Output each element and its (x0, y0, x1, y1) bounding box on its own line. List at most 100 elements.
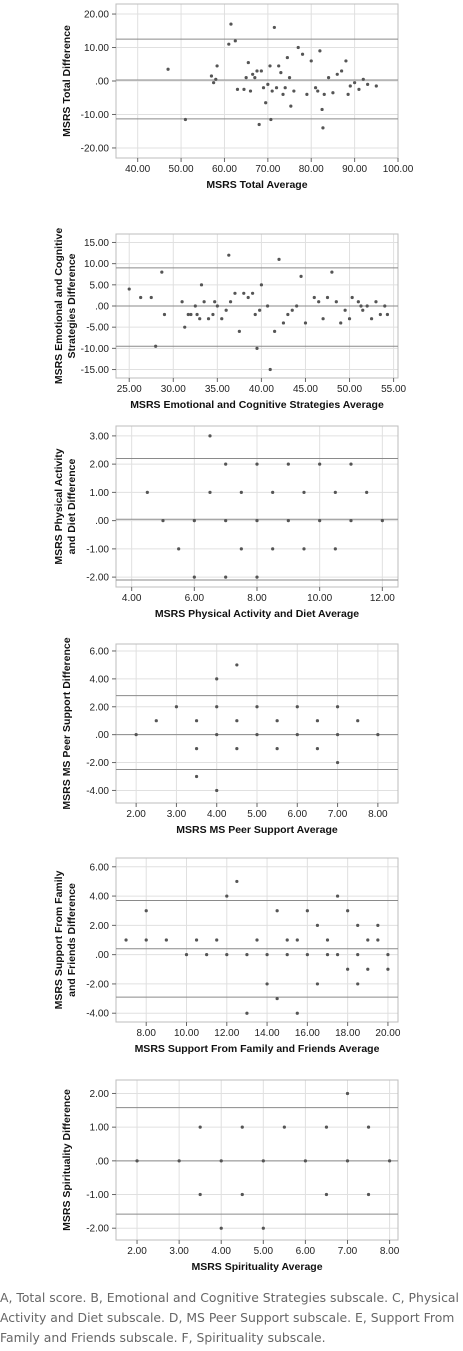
data-point (212, 81, 216, 85)
data-point (215, 304, 219, 308)
data-point (353, 81, 357, 85)
data-point (335, 72, 339, 76)
data-point (265, 304, 270, 308)
bland-altman-charts: 40.00 50.00 60.00 70.00 80.00 90.00 100.00 20.0… (53, 3, 414, 1273)
data-point (180, 300, 184, 304)
caption-line-2: Activity and Diet subscale. D, MS Peer S… (0, 1310, 455, 1325)
data-point (356, 719, 360, 723)
data-point (279, 71, 283, 75)
y-tick-label: -10.00 (81, 110, 110, 121)
data-point (315, 982, 320, 986)
y-tick-label: -4.00 (86, 1009, 109, 1020)
caption-line-3: Family and Friends subscale. F, Spiritua… (0, 1330, 326, 1345)
data-point (227, 253, 231, 257)
x-tick-label: 4.00 (211, 1246, 231, 1257)
data-point (127, 287, 131, 291)
data-point (246, 60, 250, 65)
data-point (225, 894, 229, 898)
x-tick-label: 40.00 (249, 384, 274, 395)
x-axis-title: MSRS Emotional and Cognitive Strategies … (130, 399, 384, 411)
data-point (229, 22, 233, 26)
data-point (283, 86, 287, 90)
x-tick-label: 16.00 (295, 1028, 320, 1039)
data-point (285, 55, 289, 60)
data-point (366, 1192, 371, 1197)
data-point (349, 519, 353, 523)
x-tick-label: 4.00 (122, 593, 142, 604)
x-tick-label: 10.00 (174, 1028, 199, 1039)
data-point (264, 101, 268, 105)
data-point (348, 84, 352, 88)
x-tick-label: 50.00 (169, 164, 194, 175)
x-tick-label: 6.00 (296, 1246, 316, 1257)
data-point (183, 325, 187, 329)
x-axis-title: MSRS Support From Family and Friends Ave… (135, 1043, 380, 1055)
x-tick-label: 25.00 (117, 384, 142, 395)
data-point (235, 747, 239, 751)
data-point (239, 547, 243, 551)
data-point (253, 76, 257, 80)
data-point (215, 677, 219, 681)
data-point (208, 490, 212, 494)
data-point (233, 291, 237, 295)
data-point (346, 967, 350, 971)
data-point (345, 1091, 350, 1096)
data-point (346, 92, 350, 96)
data-point (255, 519, 259, 523)
data-point (242, 87, 246, 91)
data-point (177, 1159, 181, 1163)
data-point (309, 59, 313, 63)
data-point (237, 329, 241, 334)
y-tick-label: -2.00 (86, 1224, 109, 1235)
y-axis-title: and Friends Difference (66, 883, 78, 997)
data-point (285, 938, 289, 942)
data-point (269, 117, 273, 122)
data-point (289, 104, 293, 108)
data-point (272, 25, 276, 30)
data-point (378, 312, 382, 317)
data-point (349, 462, 353, 466)
data-point (325, 938, 330, 942)
y-tick-label: 4.00 (90, 674, 110, 685)
data-point (251, 72, 255, 76)
data-point (344, 59, 348, 63)
data-point (318, 49, 322, 53)
data-point (245, 953, 249, 957)
data-point (253, 312, 257, 317)
data-point (325, 295, 330, 300)
x-tick-label: 2.00 (127, 1246, 147, 1257)
x-axis-title: MSRS MS Peer Support Average (176, 824, 338, 836)
chart-panel: 40.00 50.00 60.00 70.00 80.00 90.00 100.00 20.0… (61, 3, 414, 191)
x-tick-label: 40.00 (125, 164, 150, 175)
data-point (202, 300, 206, 304)
x-tick-label: 3.00 (169, 1246, 189, 1257)
x-tick-label: 4.00 (207, 809, 227, 820)
data-point (275, 719, 279, 723)
data-point (335, 733, 340, 737)
data-point (331, 91, 335, 95)
data-point (350, 295, 354, 300)
data-point (154, 719, 158, 723)
data-point (275, 747, 279, 751)
data-point (259, 69, 263, 73)
x-tick-label: 7.00 (338, 1246, 358, 1257)
y-tick-label: .00 (95, 516, 109, 527)
data-point (161, 519, 165, 523)
data-point (244, 76, 248, 80)
data-point (339, 321, 343, 325)
data-point (369, 317, 374, 321)
chart-panel: 2.00 3.00 4.00 5.00 6.00 7.00 8.00 6.00 4.00 2.00… (61, 637, 399, 836)
data-point (245, 1011, 249, 1015)
data-point (300, 52, 305, 56)
data-point (255, 705, 259, 709)
data-point (313, 86, 318, 90)
y-axis-title: MSRS Spirituality Difference (61, 1089, 73, 1231)
data-point (270, 89, 274, 93)
x-axis-title: MSRS Total Average (206, 179, 307, 191)
data-point (366, 82, 370, 86)
data-point (255, 69, 259, 73)
data-point (315, 747, 320, 751)
caption-line-1: A, Total score. B, Emotional and Cogniti… (0, 1290, 459, 1305)
data-point (295, 1011, 299, 1015)
data-point (312, 295, 316, 300)
